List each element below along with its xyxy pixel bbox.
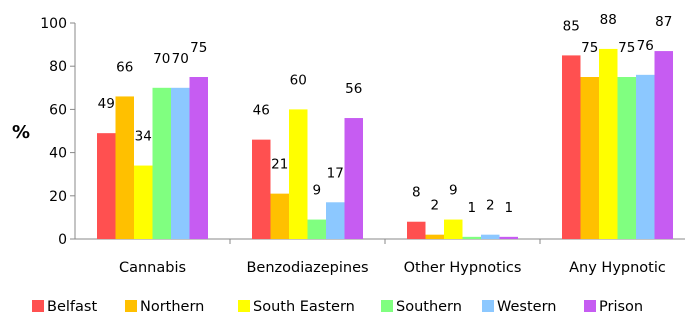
data-label: 75 xyxy=(190,40,207,56)
bar xyxy=(152,87,171,239)
y-tick-label: 20 xyxy=(49,189,67,205)
data-label: 49 xyxy=(98,96,115,112)
y-tick-label: 60 xyxy=(49,102,67,118)
bar xyxy=(270,193,289,239)
legend-label: Western xyxy=(497,299,556,315)
bar xyxy=(252,139,271,239)
data-label: 60 xyxy=(290,72,307,88)
bar xyxy=(189,77,208,239)
legend-label: South Eastern xyxy=(253,299,355,315)
y-tick-label: 0 xyxy=(58,232,67,248)
data-label: 70 xyxy=(172,51,189,67)
bar xyxy=(599,48,618,239)
x-tick-label: Cannabis xyxy=(119,260,186,276)
x-tick-label: Any Hypnotic xyxy=(569,260,666,276)
bar xyxy=(344,118,363,239)
bar xyxy=(97,133,116,239)
data-label: 9 xyxy=(449,183,458,199)
legend-swatch xyxy=(482,300,494,312)
legend-swatch xyxy=(125,300,137,312)
bar xyxy=(636,74,655,239)
legend-swatch xyxy=(584,300,596,312)
data-label: 85 xyxy=(563,18,580,34)
data-label: 87 xyxy=(655,14,672,30)
y-tick-label: 80 xyxy=(49,59,67,75)
data-label: 9 xyxy=(312,183,321,199)
data-label: 34 xyxy=(135,129,152,145)
bar xyxy=(171,87,190,239)
data-label: 46 xyxy=(253,103,270,119)
bar xyxy=(580,77,599,239)
data-label: 2 xyxy=(486,198,495,214)
bar xyxy=(307,219,326,239)
data-label: 76 xyxy=(637,38,654,54)
data-label: 70 xyxy=(153,51,170,67)
x-tick-label: Benzodiazepines xyxy=(246,260,368,276)
legend-swatch xyxy=(238,300,250,312)
bar xyxy=(115,96,134,239)
bar xyxy=(462,236,481,239)
data-label: 56 xyxy=(345,81,362,97)
bar xyxy=(289,109,308,240)
plot-area: 0 20 40 60 80 100 Cannabis Benzodiazepines Other… xyxy=(40,12,685,276)
data-label: 1 xyxy=(504,200,513,216)
bar xyxy=(562,55,581,240)
data-label: 66 xyxy=(116,59,133,75)
bar xyxy=(444,219,463,239)
data-label: 21 xyxy=(271,157,288,173)
data-label: 88 xyxy=(600,12,617,28)
y-tick-label: 100 xyxy=(40,16,67,32)
legend-label: Prison xyxy=(599,299,643,315)
data-label: 75 xyxy=(581,40,598,56)
bar xyxy=(407,221,426,239)
legend: Belfast Northern South Eastern Southern West… xyxy=(32,299,643,315)
y-axis-label: % xyxy=(12,122,30,143)
bar xyxy=(326,202,345,239)
legend-swatch xyxy=(381,300,393,312)
bar xyxy=(481,234,500,239)
legend-label: Belfast xyxy=(47,299,97,315)
bar xyxy=(499,236,518,239)
data-label: 8 xyxy=(412,185,421,201)
y-tick-label: 40 xyxy=(49,146,67,162)
legend-label: Northern xyxy=(140,299,204,315)
data-label: 1 xyxy=(467,200,476,216)
bar xyxy=(425,234,444,239)
legend-swatch xyxy=(32,300,44,312)
bar xyxy=(134,165,153,239)
legend-label: Southern xyxy=(396,299,462,315)
data-label: 75 xyxy=(618,40,635,56)
x-tick-label: Other Hypnotics xyxy=(404,260,522,276)
bar xyxy=(617,77,636,239)
bar xyxy=(654,51,673,239)
data-label: 2 xyxy=(430,198,439,214)
data-label: 17 xyxy=(327,165,344,181)
